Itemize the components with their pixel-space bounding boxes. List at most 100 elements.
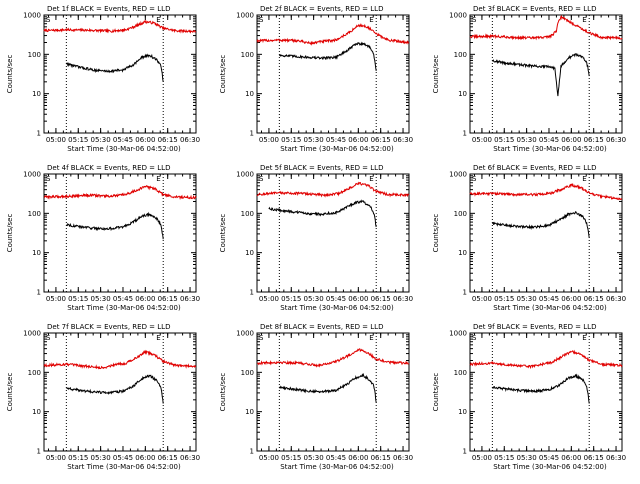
x-tick-label: 06:30 <box>393 454 413 462</box>
x-tick-label: 05:15 <box>281 295 301 303</box>
y-tick-label: 10 <box>245 249 254 257</box>
x-tick-label: 06:30 <box>606 295 626 303</box>
series-events-line <box>65 211 164 240</box>
x-tick-label: 05:15 <box>281 136 301 144</box>
y-tick-label: 100 <box>241 369 254 377</box>
x-tick-label: 06:00 <box>348 295 368 303</box>
x-tick-label: 05:30 <box>91 136 111 144</box>
x-tick-label: 06:30 <box>393 295 413 303</box>
y-tick-label: 10 <box>458 408 467 416</box>
x-tick-label: 05:45 <box>113 136 133 144</box>
x-tick-label: 06:15 <box>584 454 604 462</box>
plot-frame <box>43 332 197 452</box>
y-tick-label: 1000 <box>236 171 254 179</box>
det-panel-3: Det 3f BLACK = Events, RED = LLD Counts/s… <box>432 5 626 153</box>
series-lld-line <box>256 348 410 368</box>
y-tick-label: 1 <box>250 448 254 456</box>
y-tick-label: 10 <box>458 249 467 257</box>
y-tick-label: 1000 <box>449 12 467 20</box>
x-tick-label: 06:30 <box>180 295 200 303</box>
plot-title: Det 2f BLACK = Events, RED = LLD <box>260 5 383 13</box>
x-tick-label: 06:15 <box>371 136 391 144</box>
y-tick-label: 10 <box>245 90 254 98</box>
plot-frame <box>469 332 623 452</box>
x-tick-label: 05:15 <box>68 136 88 144</box>
x-tick-label: 05:45 <box>113 454 133 462</box>
x-tick-label: 05:45 <box>113 295 133 303</box>
x-tick-label: 06:30 <box>180 136 200 144</box>
x-tick-label: 06:15 <box>158 454 178 462</box>
y-tick-label: 1000 <box>23 330 41 338</box>
x-axis-label: Start Time (30-Mar-06 04:52:00) <box>67 463 181 471</box>
y-tick-label: 1000 <box>236 330 254 338</box>
x-tick-label: 05:15 <box>494 295 514 303</box>
y-tick-label: 1000 <box>23 12 41 20</box>
x-tick-label: 05:45 <box>326 454 346 462</box>
y-tick-label: 1000 <box>449 330 467 338</box>
y-tick-label: 1 <box>37 448 41 456</box>
plot-frame <box>43 14 197 134</box>
series-lld-line <box>256 181 410 198</box>
start-marker: S <box>259 175 264 183</box>
x-tick-label: 05:00 <box>46 136 66 144</box>
x-tick-label: 06:00 <box>135 136 155 144</box>
x-axis-label: Start Time (30-Mar-06 04:52:00) <box>67 304 181 312</box>
det-panel-8: Det 8f BLACK = Events, RED = LLD Counts/s… <box>219 323 413 471</box>
y-tick-label: 100 <box>28 210 41 218</box>
start-marker: S <box>46 16 51 24</box>
x-tick-label: 05:00 <box>472 454 492 462</box>
y-axis-label: Counts/sec <box>432 214 440 253</box>
y-tick-label: 10 <box>458 90 467 98</box>
plot-title: Det 9f BLACK = Events, RED = LLD <box>473 323 596 331</box>
x-tick-label: 06:00 <box>561 136 581 144</box>
x-tick-label: 05:00 <box>259 136 279 144</box>
start-marker: S <box>46 334 51 342</box>
det-panel-4: Det 4f BLACK = Events, RED = LLD Counts/s… <box>6 164 200 312</box>
series-lld-line <box>469 15 623 41</box>
plot-frame <box>256 332 410 452</box>
y-tick-label: 1 <box>250 289 254 297</box>
y-tick-label: 1 <box>463 130 467 138</box>
start-marker: S <box>259 334 264 342</box>
y-axis-label: Counts/sec <box>6 55 14 94</box>
x-tick-label: 05:00 <box>259 295 279 303</box>
end-marker: E <box>369 175 373 183</box>
x-tick-label: 06:00 <box>561 295 581 303</box>
series-lld-line <box>43 19 197 34</box>
x-tick-label: 05:15 <box>68 454 88 462</box>
start-marker: S <box>472 334 477 342</box>
x-tick-label: 06:30 <box>606 454 626 462</box>
x-tick-label: 05:30 <box>304 454 324 462</box>
y-axis-label: Counts/sec <box>6 373 14 412</box>
y-tick-label: 100 <box>454 51 467 59</box>
x-tick-label: 05:30 <box>91 295 111 303</box>
x-tick-label: 05:15 <box>494 454 514 462</box>
y-tick-label: 1000 <box>23 171 41 179</box>
x-tick-label: 05:45 <box>539 136 559 144</box>
det-panel-2: Det 2f BLACK = Events, RED = LLD Counts/s… <box>219 5 413 153</box>
x-axis-label: Start Time (30-Mar-06 04:52:00) <box>280 145 394 153</box>
plot-title: Det 5f BLACK = Events, RED = LLD <box>260 164 383 172</box>
start-marker: S <box>259 16 264 24</box>
x-tick-label: 06:15 <box>158 136 178 144</box>
end-marker: E <box>369 16 373 24</box>
x-tick-label: 05:00 <box>46 454 66 462</box>
y-tick-label: 10 <box>32 408 41 416</box>
x-tick-label: 05:00 <box>472 295 492 303</box>
x-tick-label: 06:00 <box>561 454 581 462</box>
plot-title: Det 3f BLACK = Events, RED = LLD <box>473 5 596 13</box>
x-tick-label: 05:45 <box>539 454 559 462</box>
series-lld-line <box>44 184 197 200</box>
x-tick-label: 06:15 <box>371 454 391 462</box>
y-tick-label: 1 <box>37 289 41 297</box>
x-axis-label: Start Time (30-Mar-06 04:52:00) <box>493 145 607 153</box>
end-marker: E <box>156 16 160 24</box>
start-marker: S <box>46 175 51 183</box>
x-tick-label: 06:30 <box>606 136 626 144</box>
y-tick-label: 100 <box>241 210 254 218</box>
x-tick-label: 05:00 <box>472 136 492 144</box>
y-tick-label: 1 <box>463 448 467 456</box>
x-tick-label: 05:45 <box>326 295 346 303</box>
